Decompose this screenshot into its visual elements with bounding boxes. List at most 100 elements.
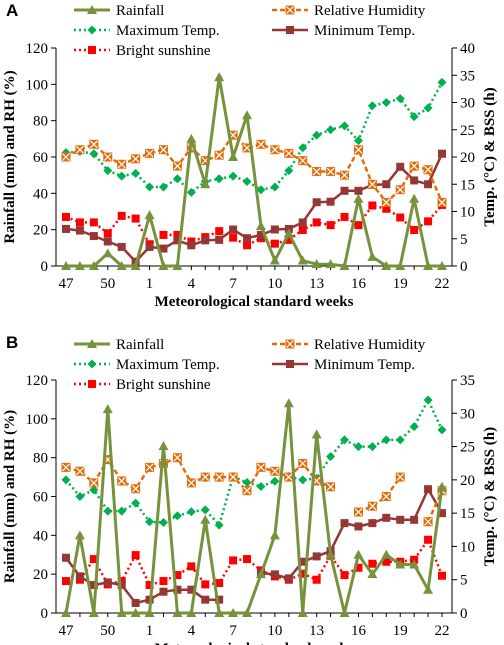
legend-swatch-marker [285, 5, 295, 15]
data-point [381, 435, 391, 445]
data-point [89, 232, 98, 241]
data-point [144, 608, 155, 617]
data-point [243, 241, 252, 250]
data-point [172, 453, 182, 463]
data-point [158, 441, 169, 451]
data-point [424, 180, 433, 189]
data-point [438, 509, 446, 518]
x-axis-title: Meteorological standard weeks [155, 294, 354, 310]
data-point [424, 217, 433, 226]
data-point [186, 133, 197, 143]
data-point [395, 261, 406, 270]
data-point [326, 197, 335, 206]
data-point [396, 515, 405, 524]
data-point [396, 162, 405, 171]
data-point [312, 167, 322, 177]
data-point [410, 226, 419, 235]
legend-entry: Maximum Temp. [74, 23, 220, 39]
legend-label: Rainfall [116, 337, 164, 353]
data-point [187, 562, 196, 571]
data-point [75, 466, 85, 476]
x-tick-label: 50 [100, 276, 115, 292]
data-point [88, 608, 99, 617]
x-tick-label: 4 [188, 276, 196, 292]
data-point [103, 229, 112, 238]
data-point [256, 462, 266, 472]
data-point [340, 571, 349, 580]
legend: Rainfall Relative Humidity Maximum Temp. Mi… [74, 3, 426, 59]
x-tick-label: 22 [435, 623, 450, 639]
data-point [423, 395, 433, 405]
y-axis-title-left: Rainfall (mm) and RH (%) [2, 70, 18, 243]
data-point [89, 555, 98, 564]
data-point [423, 103, 433, 113]
x-tick-label: 50 [100, 623, 115, 639]
data-point [158, 182, 168, 192]
data-point [381, 492, 391, 501]
data-point [186, 608, 197, 617]
data-point [228, 608, 239, 617]
data-point [61, 462, 71, 472]
y-tick-label-right: 15 [460, 506, 475, 522]
data-point [256, 482, 266, 492]
data-point [117, 211, 126, 220]
y-tick-label-left: 120 [26, 41, 49, 57]
data-point [368, 559, 377, 568]
y-tick-label-right: 30 [460, 406, 475, 422]
data-point [75, 218, 84, 227]
y-axis-title-left: Rainfall (mm) and RH (%) [2, 410, 18, 583]
data-point [354, 522, 363, 531]
data-point [186, 478, 196, 488]
y-tick-label-left: 80 [33, 451, 48, 467]
series-rainfall [61, 72, 447, 270]
data-point [89, 581, 98, 590]
data-point [186, 187, 196, 197]
data-point [75, 492, 85, 501]
data-point [117, 242, 126, 251]
y-tick-label-right: 25 [460, 440, 475, 456]
y-tick-label-right: 0 [460, 259, 468, 275]
legend-label: Relative Humidity [314, 3, 426, 19]
data-point [297, 608, 308, 617]
x-tick-label: 10 [267, 623, 282, 639]
data-point [131, 551, 140, 560]
data-point [312, 552, 321, 561]
data-point [340, 212, 349, 221]
y-tick-label-right: 25 [460, 123, 475, 139]
data-point [172, 261, 183, 270]
series-bright-sunshine [62, 200, 446, 250]
y-tick-label-right: 10 [460, 539, 475, 555]
legend-label: Bright sunshine [116, 43, 211, 59]
data-point [311, 429, 322, 439]
data-point [269, 530, 280, 540]
data-point [242, 486, 252, 496]
data-point [173, 585, 182, 594]
data-point [381, 549, 392, 559]
y-tick-label-left: 40 [33, 528, 48, 544]
data-point [437, 425, 447, 435]
data-point [298, 557, 307, 566]
y-tick-label-right: 30 [460, 96, 475, 112]
legend-label: Minimum Temp. [314, 357, 415, 373]
y-tick-label-left: 100 [26, 412, 49, 428]
data-point [61, 475, 71, 485]
data-point [437, 481, 447, 491]
y-tick-label-left: 20 [33, 223, 48, 239]
data-point [368, 519, 377, 528]
data-point [159, 244, 168, 253]
legend-label: Rainfall [116, 3, 164, 19]
data-point [353, 549, 364, 559]
data-point [117, 476, 127, 486]
data-point [145, 462, 155, 472]
series-rainfall [61, 398, 447, 617]
data-point [145, 581, 154, 590]
data-point [172, 174, 182, 184]
legend-label: Maximum Temp. [116, 357, 220, 373]
x-tick-label: 22 [435, 276, 450, 292]
legend-label: Minimum Temp. [314, 23, 415, 39]
data-point [283, 398, 294, 408]
data-point [214, 520, 224, 530]
data-point [423, 261, 434, 270]
y-tick-label-right: 35 [460, 373, 475, 389]
x-tick-label: 16 [351, 623, 367, 639]
